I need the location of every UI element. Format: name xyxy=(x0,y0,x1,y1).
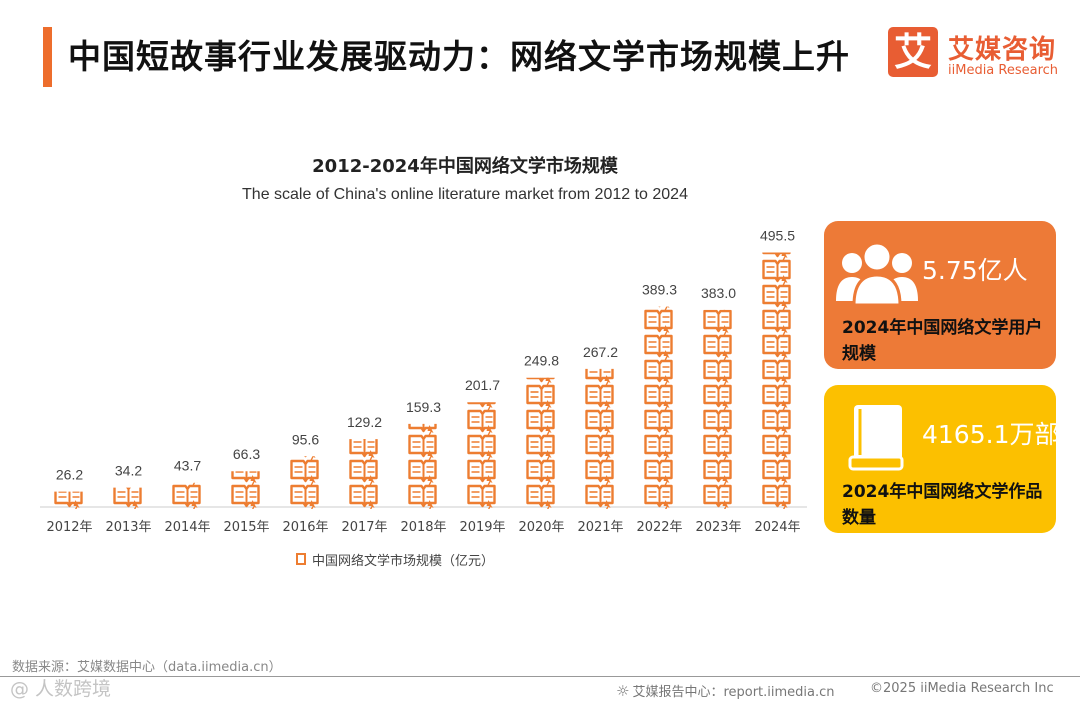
tick-label-5: 2017年 xyxy=(341,520,387,535)
data-label-7: 201.7 xyxy=(465,377,500,393)
bar-10 xyxy=(646,286,672,511)
tick-label-11: 2023年 xyxy=(695,520,741,535)
data-source: 数据来源：艾媒数据中心（data.iimedia.cn） xyxy=(12,656,282,675)
data-label-8: 249.8 xyxy=(524,353,559,369)
bar-11 xyxy=(705,286,731,511)
tick-label-8: 2020年 xyxy=(518,520,564,535)
data-label-12: 495.5 xyxy=(760,227,795,243)
logo-english-text: iiMedia Research xyxy=(948,63,1058,78)
data-label-6: 159.3 xyxy=(406,399,441,415)
data-label-9: 267.2 xyxy=(583,344,618,360)
footer-divider xyxy=(0,676,1080,677)
copyright: ©2025 iiMedia Research Inc xyxy=(870,681,1054,696)
tick-label-6: 2018年 xyxy=(400,520,446,535)
user-scale-card: 5.75亿人 2024年中国网络文学用户规模 xyxy=(824,221,1056,369)
tick-label-7: 2019年 xyxy=(459,520,505,535)
data-label-10: 389.3 xyxy=(642,282,677,298)
data-label-4: 95.6 xyxy=(292,431,319,447)
users-icon xyxy=(834,237,920,309)
works-count-card: 4165.1万部 2024年中国网络文学作品数量 xyxy=(824,385,1056,533)
tick-label-4: 2016年 xyxy=(282,520,328,535)
tick-label-12: 2024年 xyxy=(754,520,800,535)
iimedia-logo: 艾 艾媒咨询 iiMedia Research xyxy=(888,25,1068,85)
tick-label-0: 2012年 xyxy=(46,520,92,535)
works-count-value: 4165.1万部 xyxy=(922,415,1050,451)
user-scale-label: 2024年中国网络文学用户规模 xyxy=(842,315,1052,367)
legend-label: 中国网络文学市场规模（亿元） xyxy=(312,553,494,569)
book-icon xyxy=(834,401,920,473)
data-label-5: 129.2 xyxy=(347,414,382,430)
tick-label-2: 2014年 xyxy=(164,520,210,535)
bar-9 xyxy=(587,336,613,511)
data-label-2: 43.7 xyxy=(174,458,201,474)
legend-swatch xyxy=(297,554,305,564)
tick-label-9: 2021年 xyxy=(577,520,623,535)
logo-mark: 艾 xyxy=(888,27,938,77)
works-count-label: 2024年中国网络文学作品数量 xyxy=(842,479,1052,531)
report-center: ☼ 艾媒报告中心：report.iimedia.cn xyxy=(616,681,835,700)
globe-icon: ☼ xyxy=(616,682,629,700)
tick-label-3: 2015年 xyxy=(223,520,269,535)
tick-label-1: 2013年 xyxy=(105,520,151,535)
watermark: @ 人数跨境 xyxy=(10,674,111,701)
data-label-11: 383.0 xyxy=(701,285,736,301)
legend: 中国网络文学市场规模（亿元） xyxy=(297,553,494,569)
logo-chinese-text: 艾媒咨询 xyxy=(948,29,1056,66)
data-label-0: 26.2 xyxy=(56,467,83,483)
report-center-text: 艾媒报告中心：report.iimedia.cn xyxy=(632,685,834,700)
market-scale-chart: 26.2 2012年 34.2 2013年 43.7 2014年 66.3 2015年 95.6… xyxy=(0,0,820,600)
tick-label-10: 2022年 xyxy=(636,520,682,535)
data-label-3: 66.3 xyxy=(233,446,260,462)
data-label-1: 34.2 xyxy=(115,463,142,479)
bar-12 xyxy=(764,211,790,511)
user-scale-value: 5.75亿人 xyxy=(922,251,1050,287)
